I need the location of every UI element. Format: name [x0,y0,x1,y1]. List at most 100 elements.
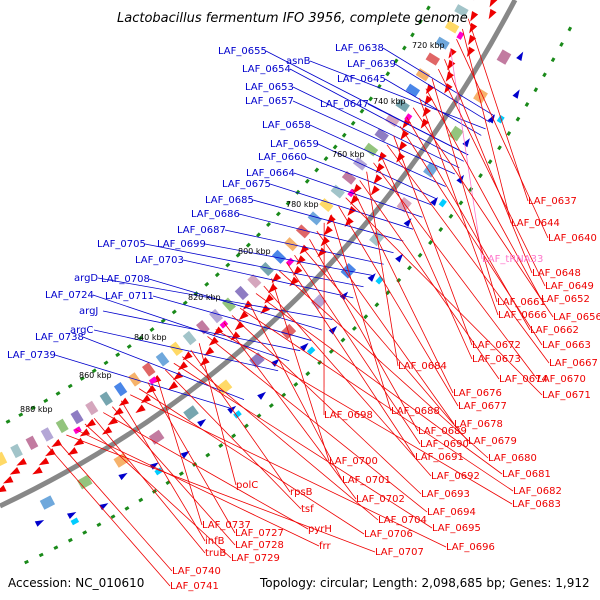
reverse-gene-label[interactable]: LAF_0688 [391,406,440,417]
forward-gene-label[interactable]: asnB [286,56,311,67]
reverse-gene-label[interactable]: LAF_0729 [231,553,280,564]
reverse-gene-label[interactable]: LAF_0671 [542,390,591,401]
reverse-gene-label[interactable]: LAF_0689 [418,426,467,437]
leader-line [462,28,512,224]
reverse-gene-label[interactable]: LAF_0667 [549,358,598,369]
forward-gene-label[interactable]: LAF_0659 [270,139,319,150]
reverse-gene-label[interactable]: pyrH [308,524,332,535]
leader-line [239,307,514,492]
forward-gene-label[interactable]: LAF_0699 [157,239,206,250]
reverse-gene-label[interactable]: LAF_0701 [342,475,391,486]
forward-gene-label[interactable]: LAF_0705 [97,239,146,250]
forward-gene-label[interactable]: LAF_0657 [245,96,294,107]
scale-tick [407,265,412,271]
reverse-gene-label[interactable]: LAF_0690 [420,439,469,450]
cog-color-band [295,224,311,239]
reverse-gene-label[interactable]: LAF_0696 [446,542,495,553]
leader-line [292,100,455,175]
reverse-gene-label[interactable]: LAF_0640 [548,233,597,244]
forward-gene-label[interactable]: LAF_0711 [105,291,154,302]
leader-line [66,434,376,553]
reverse-gene-label[interactable]: LAF_0662 [530,325,579,336]
forward-gene-label[interactable]: LAF_0660 [258,152,307,163]
reverse-gene-label[interactable]: LAF_0670 [537,374,586,385]
reverse-gene-label[interactable]: LAF_0682 [513,486,562,497]
reverse-gene-label[interactable]: LAF_0706 [364,529,413,540]
reverse-gene-label[interactable]: LAF_0704 [378,515,427,526]
forward-gene-label[interactable]: LAF_0686 [191,209,240,220]
forward-gene-label[interactable]: LAF_0664 [246,168,295,179]
forward-gene-label[interactable]: LAF_0739 [7,350,56,361]
reverse-gene-label[interactable]: LAF_0684 [398,361,447,372]
reverse-gene-label[interactable]: truB [205,548,226,559]
reverse-gene-label[interactable]: LAF_0707 [375,547,424,558]
forward-gene-label[interactable]: LAF_0703 [135,255,184,266]
forward-gene-label[interactable]: LAF_0653 [245,82,294,93]
forward-gene-arrow [456,174,465,184]
cog-color-band [249,352,265,368]
reverse-gene-label[interactable]: LAF_0681 [502,469,551,480]
reverse-gene-label[interactable]: LAF_0666 [498,310,547,321]
forward-gene-label[interactable]: LAF_0685 [205,195,254,206]
reverse-gene-label[interactable]: LAF_0661 [497,297,546,308]
forward-gene-label[interactable]: LAF_0687 [177,225,226,236]
scale-tick [281,392,287,398]
reverse-gene-arrow [140,394,152,404]
reverse-gene-label[interactable]: LAF_0652 [541,294,590,305]
reverse-gene-arrow [177,361,188,371]
reverse-gene-label[interactable]: LAF_0677 [458,401,507,412]
reverse-gene-label[interactable]: LAF_0663 [542,340,591,351]
forward-gene-label[interactable]: LAF_0639 [347,59,396,70]
reverse-gene-label[interactable]: LAF_0683 [512,499,561,510]
reverse-gene-label[interactable]: LAF_0691 [415,452,464,463]
reverse-gene-label[interactable]: LAF_0740 [172,566,221,577]
forward-gene-label[interactable]: LAF_0658 [262,120,311,131]
forward-gene-label[interactable]: argD [74,273,98,284]
reverse-gene-label[interactable]: LAF_tRNA33 [482,254,543,265]
reverse-gene-label[interactable]: LAF_0737 [202,520,251,531]
forward-gene-label[interactable]: LAF_0655 [218,46,267,57]
reverse-gene-label[interactable]: LAF_0695 [432,523,481,534]
reverse-gene-label[interactable]: LAF_0702 [356,494,405,505]
reverse-gene-label[interactable]: LAF_0649 [545,281,594,292]
reverse-gene-label[interactable]: LAF_0656 [553,312,600,323]
reverse-gene-label[interactable]: LAF_0692 [431,471,480,482]
reverse-gene-label[interactable]: LAF_0698 [324,410,373,421]
reverse-gene-label[interactable]: LAF_0727 [235,528,284,539]
reverse-gene-label[interactable]: LAF_0694 [427,507,476,518]
reverse-gene-label[interactable]: frr [319,541,331,552]
reverse-gene-label[interactable]: LAF_0676 [453,388,502,399]
reverse-gene-label[interactable]: polC [236,480,258,491]
reverse-gene-label[interactable]: LAF_0680 [488,453,537,464]
reverse-gene-label[interactable]: LAF_0673 [472,354,521,365]
reverse-gene-arrow [317,247,327,258]
forward-gene-label[interactable]: LAF_0647 [320,99,369,110]
reverse-gene-label[interactable]: LAF_0728 [235,540,284,551]
forward-gene-label[interactable]: LAF_0738 [35,332,84,343]
reverse-gene-label[interactable]: LAF_0648 [532,268,581,279]
reverse-gene-label[interactable]: LAF_0672 [472,340,521,351]
forward-gene-label[interactable]: LAF_0708 [101,274,150,285]
reverse-gene-label[interactable]: LAF_0674 [499,374,548,385]
forward-gene-label[interactable]: LAF_0724 [45,290,94,301]
forward-gene-label[interactable]: LAF_0638 [335,43,384,54]
reverse-gene-label[interactable]: LAF_0741 [170,581,219,592]
leader-line [305,156,432,206]
forward-gene-label[interactable]: argC [70,325,93,336]
reverse-gene-label[interactable]: rpsB [290,487,313,498]
reverse-gene-label[interactable]: LAF_0700 [329,456,378,467]
forward-gene-label[interactable]: LAF_0654 [242,64,291,75]
reverse-gene-label[interactable]: LAF_0679 [468,436,517,447]
reverse-gene-label[interactable]: infB [205,536,225,547]
reverse-gene-label[interactable]: LAF_0637 [528,196,577,207]
forward-gene-label[interactable]: LAF_0645 [337,74,386,85]
forward-gene-label[interactable]: LAF_0675 [222,179,271,190]
reverse-gene-label[interactable]: tsf [301,504,314,515]
forward-gene-label[interactable]: argJ [79,306,98,317]
reverse-gene-label[interactable]: LAF_0644 [511,218,560,229]
reverse-gene-label[interactable]: LAF_0693 [421,489,470,500]
scale-tick [138,497,144,503]
reverse-gene-label[interactable]: LAF_0678 [454,419,503,430]
reverse-gene-arrow [447,59,456,71]
reverse-gene-arrow [489,0,498,8]
